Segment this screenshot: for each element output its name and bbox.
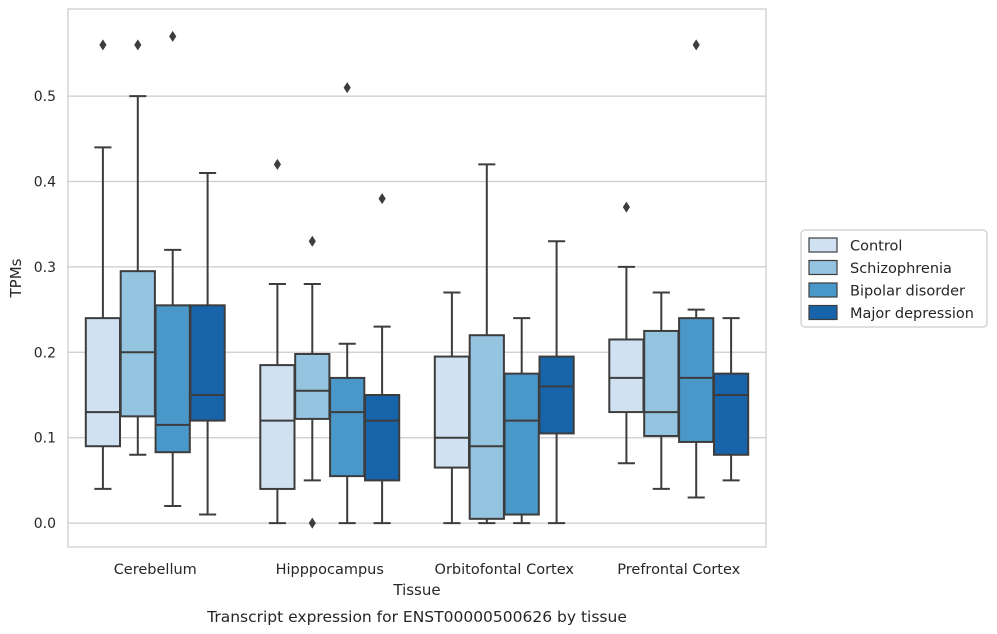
chart-caption: Transcript expression for ENST0000050062… — [206, 608, 627, 626]
y-tick-label: 0.0 — [34, 516, 56, 532]
box-3-1 — [643, 291, 680, 490]
legend: Control Schizophrenia Bipolar disorder Majo… — [800, 229, 988, 328]
outlier-point — [622, 201, 630, 213]
legend-label: Major depression — [850, 306, 974, 322]
legend-label: Control — [850, 239, 902, 255]
legend-swatch — [808, 237, 838, 253]
box-body — [259, 364, 296, 490]
box-0-2 — [154, 30, 191, 508]
box-3-0 — [608, 201, 645, 465]
box-body — [84, 317, 122, 448]
box-body — [503, 372, 540, 516]
box-2-1 — [468, 163, 505, 525]
box-body — [329, 376, 366, 478]
legend-label: Schizophrenia — [850, 261, 952, 277]
outlier-point — [692, 39, 700, 51]
outlier-point — [169, 30, 177, 42]
box-body — [119, 270, 156, 418]
legend-frame — [800, 229, 988, 328]
outlier-point — [378, 193, 386, 205]
box-0-3 — [189, 171, 226, 516]
box-body — [712, 372, 750, 456]
box-1-2 — [329, 82, 366, 525]
box-body — [678, 317, 715, 443]
x-tick-label: Orbitofontal Cortex — [435, 562, 575, 578]
box-body — [538, 355, 575, 435]
box-3-3 — [712, 317, 750, 482]
box-body — [468, 334, 505, 520]
outlier-point — [99, 39, 107, 51]
y-tick-labels: 0.0 0.1 0.2 0.3 0.4 0.5 — [34, 89, 56, 532]
outlier-point — [343, 82, 351, 94]
outlier-point — [308, 235, 316, 247]
box-body — [154, 304, 191, 454]
x-tick-label: Hipppocampus — [276, 562, 384, 578]
box-1-1 — [294, 235, 331, 529]
legend-swatch — [808, 304, 838, 321]
x-tick-labels: Cerebellum Hipppocampus Orbitofontal Corte… — [114, 562, 741, 578]
y-tick-label: 0.5 — [34, 89, 56, 105]
y-tick-label: 0.4 — [34, 175, 56, 191]
legend-swatch — [808, 282, 838, 298]
box-3-2 — [678, 39, 715, 499]
plot-frame — [67, 8, 767, 548]
x-tick-label: Prefrontal Cortex — [617, 562, 740, 578]
x-tick-label: Cerebellum — [114, 562, 197, 578]
box-body — [294, 353, 331, 420]
box-body — [189, 304, 226, 422]
outlier-point — [308, 517, 316, 529]
box-1-3 — [363, 193, 401, 525]
y-tick-label: 0.2 — [34, 345, 56, 361]
box-body — [363, 393, 401, 482]
legend-label: Bipolar disorder — [850, 284, 965, 300]
box-body — [643, 329, 680, 437]
box-2-2 — [503, 317, 540, 525]
y-tick-label: 0.1 — [34, 431, 56, 447]
legend-swatch — [808, 259, 838, 276]
box-0-1 — [119, 39, 156, 456]
box-0-0 — [84, 39, 122, 490]
y-tick-label: 0.3 — [34, 260, 56, 276]
box-1-0 — [259, 158, 296, 525]
y-axis-label: TPMs — [7, 258, 25, 298]
x-axis-label: Tissue — [392, 581, 440, 599]
box-2-0 — [433, 291, 471, 525]
outlier-point — [134, 39, 142, 51]
box-2-3 — [538, 240, 575, 525]
box-body — [608, 338, 645, 414]
outlier-point — [273, 158, 281, 170]
boxes — [84, 30, 750, 529]
box-body — [433, 355, 471, 469]
